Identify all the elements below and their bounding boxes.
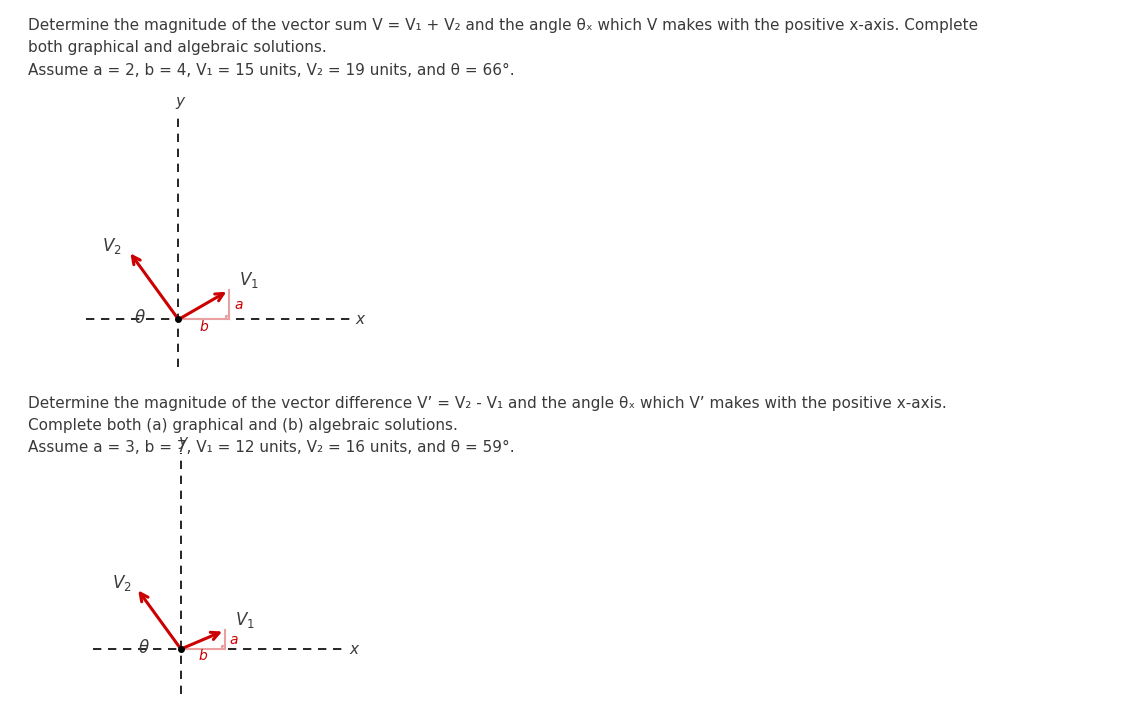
Text: $y$: $y$: [177, 435, 189, 451]
Text: $b$: $b$: [199, 319, 209, 334]
Text: $\theta$: $\theta$: [138, 639, 150, 657]
Text: Determine the magnitude of the vector difference V’ = V₂ - V₁ and the angle θₓ w: Determine the magnitude of the vector di…: [28, 396, 947, 455]
Text: $a$: $a$: [229, 633, 238, 647]
Text: $x$: $x$: [355, 312, 367, 327]
Text: $x$: $x$: [349, 642, 360, 656]
Text: $y$: $y$: [175, 94, 186, 110]
Text: Determine the magnitude of the vector sum V = V₁ + V₂ and the angle θₓ which V m: Determine the magnitude of the vector su…: [28, 18, 979, 78]
Text: $\theta$: $\theta$: [133, 309, 146, 327]
Text: $V_1$: $V_1$: [240, 270, 259, 290]
Text: $b$: $b$: [198, 648, 208, 664]
Text: $V_1$: $V_1$: [235, 611, 254, 630]
Text: $V_2$: $V_2$: [103, 236, 122, 256]
Text: $V_2$: $V_2$: [112, 573, 131, 593]
Text: $a$: $a$: [234, 298, 243, 312]
